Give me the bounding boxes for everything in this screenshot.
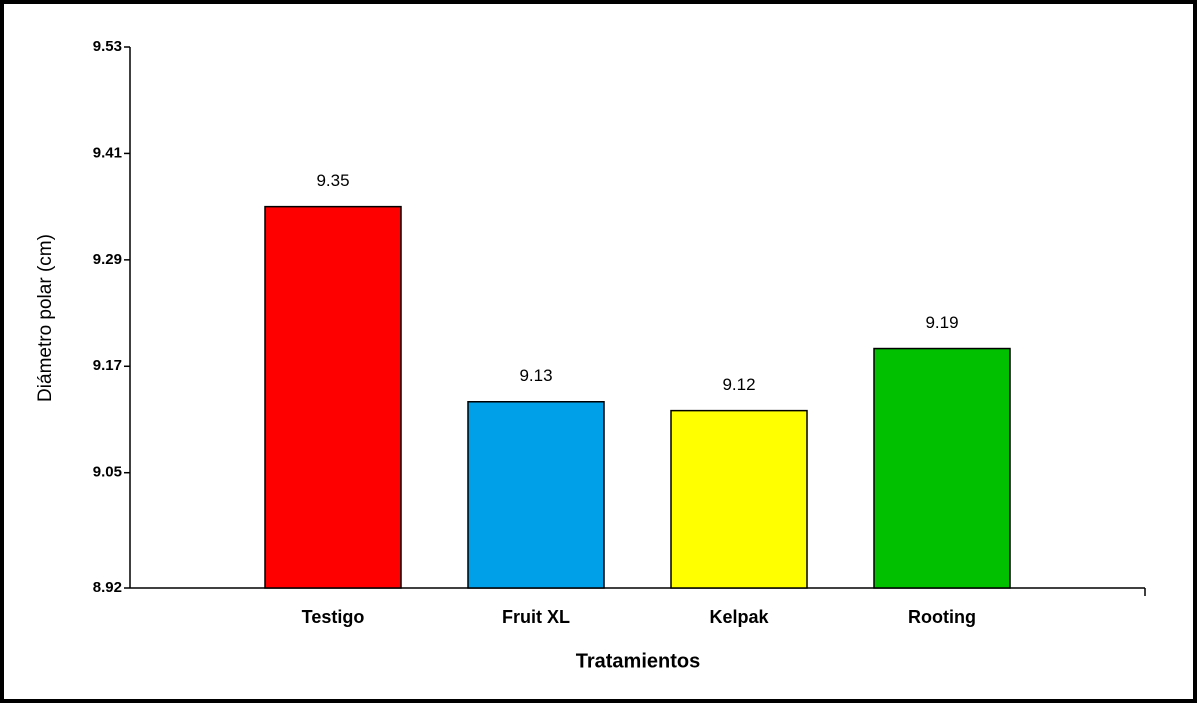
y-tick-label: 9.41 bbox=[93, 144, 122, 161]
bar bbox=[670, 409, 808, 589]
value-label: 9.13 bbox=[519, 366, 552, 385]
bar bbox=[467, 401, 605, 589]
x-axis-title: Tratamientos bbox=[576, 650, 700, 672]
x-tick-label: Rooting bbox=[908, 607, 976, 627]
x-tick-label: Fruit XL bbox=[502, 607, 570, 627]
bar bbox=[264, 205, 402, 589]
value-label: 9.12 bbox=[722, 375, 755, 394]
y-tick-label: 9.29 bbox=[93, 251, 122, 268]
y-tick-label: 9.17 bbox=[93, 357, 122, 374]
value-label: 9.19 bbox=[925, 313, 958, 332]
y-axis-title: Diámetro polar (cm) bbox=[35, 234, 56, 402]
y-tick-label: 9.05 bbox=[93, 464, 122, 481]
x-tick-label: Kelpak bbox=[709, 607, 769, 627]
value-label: 9.35 bbox=[316, 171, 349, 190]
y-tick-label: 8.92 bbox=[93, 579, 122, 596]
bar bbox=[873, 347, 1011, 589]
y-tick-label: 9.53 bbox=[93, 38, 122, 55]
x-tick-label: Testigo bbox=[302, 607, 365, 627]
